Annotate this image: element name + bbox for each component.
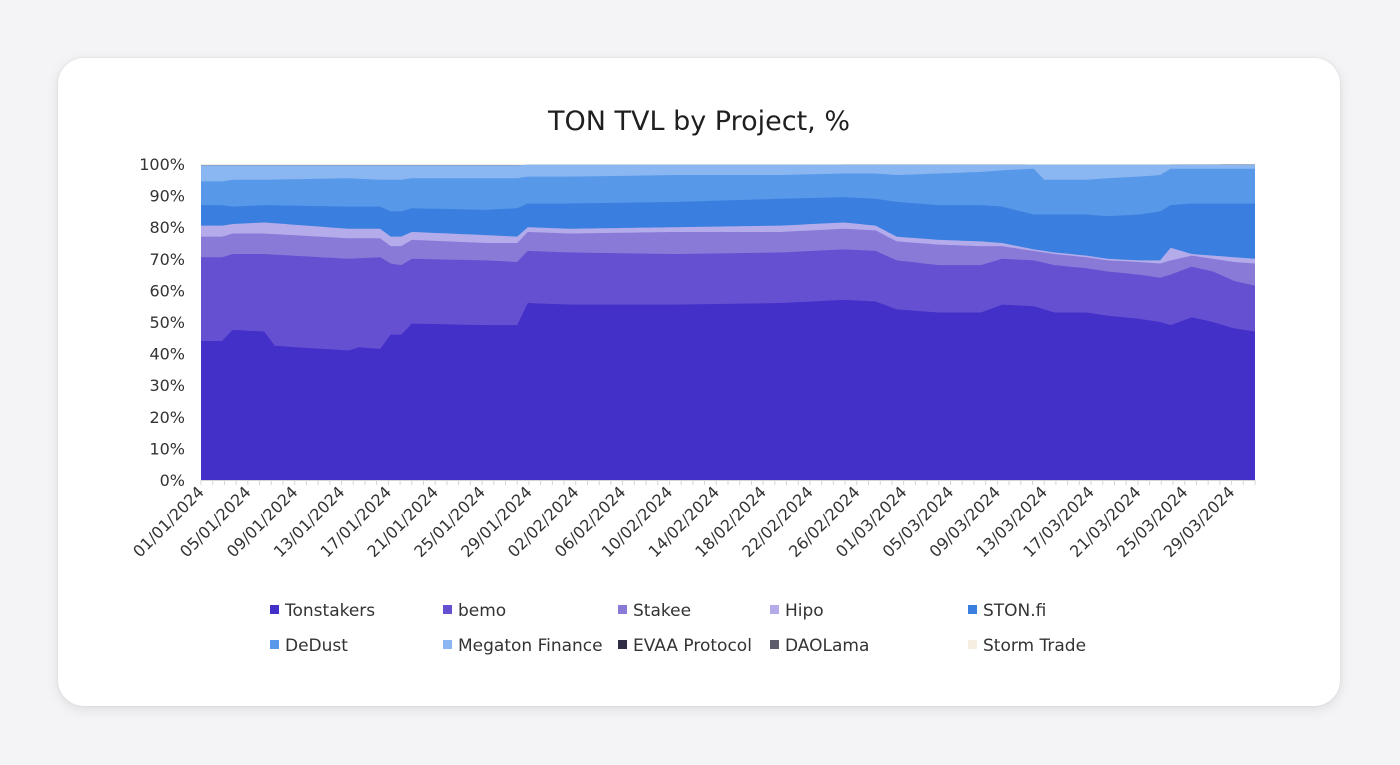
legend-item-megaton-finance: Megaton Finance [443,636,603,656]
y-tick-label: 30% [149,376,185,395]
legend-item-ston-fi: STON.fi [968,601,1046,621]
legend-item-dedust: DeDust [270,636,348,656]
y-tick-label: 60% [149,281,185,300]
legend-label: DeDust [285,636,348,656]
y-tick-label: 10% [149,439,185,458]
y-tick-label: 20% [149,408,185,427]
legend-item-hipo: Hipo [770,601,824,621]
legend: Tonstakers bemo Stakee Hipo STON.fi DeDust Meg… [270,601,1086,656]
legend-item-storm-trade: Storm Trade [968,636,1086,656]
legend-swatch [968,640,977,649]
legend-item-evaa-protocol: EVAA Protocol [618,636,752,656]
y-tick-label: 0% [160,471,185,490]
legend-swatch [618,605,627,614]
y-tick-label: 100% [139,155,185,174]
legend-swatch [270,640,279,649]
area-tonstakers [201,299,1255,480]
legend-label: Tonstakers [284,601,375,621]
chart-title: TON TVL by Project, % [547,106,850,137]
legend-label: EVAA Protocol [633,636,752,656]
stacked-area-chart: TON TVL by Project, % 0% 10% 20% 30% 40% 50% 6… [129,106,1256,656]
legend-label: Megaton Finance [458,636,603,656]
legend-swatch [443,640,452,649]
chart-card: TON TVL by Project, % 0% 10% 20% 30% 40% 50% 6… [58,58,1340,706]
legend-label: Stakee [633,601,691,621]
legend-label: Hipo [785,601,824,621]
legend-label: DAOLama [785,636,869,656]
legend-label: bemo [458,601,506,621]
x-axis: 01/01/202405/01/202409/01/202413/01/2024… [129,480,1256,561]
y-tick-label: 90% [149,187,185,206]
y-tick-label: 80% [149,218,185,237]
legend-item-daolama: DAOLama [770,636,869,656]
legend-swatch [618,640,627,649]
legend-swatch [770,605,779,614]
legend-label: Storm Trade [983,636,1086,656]
y-tick-label: 40% [149,345,185,364]
legend-label: STON.fi [983,601,1046,621]
legend-item-stakee: Stakee [618,601,691,621]
legend-swatch [770,640,779,649]
y-tick-label: 70% [149,250,185,269]
legend-item-bemo: bemo [443,601,506,621]
y-axis: 0% 10% 20% 30% 40% 50% 60% 70% 80% 90% 100% [139,155,185,490]
legend-swatch [443,605,452,614]
legend-swatch [270,605,279,614]
legend-item-tonstakers: Tonstakers [270,601,375,621]
area-series-group [201,164,1255,480]
legend-swatch [968,605,977,614]
y-tick-label: 50% [149,313,185,332]
